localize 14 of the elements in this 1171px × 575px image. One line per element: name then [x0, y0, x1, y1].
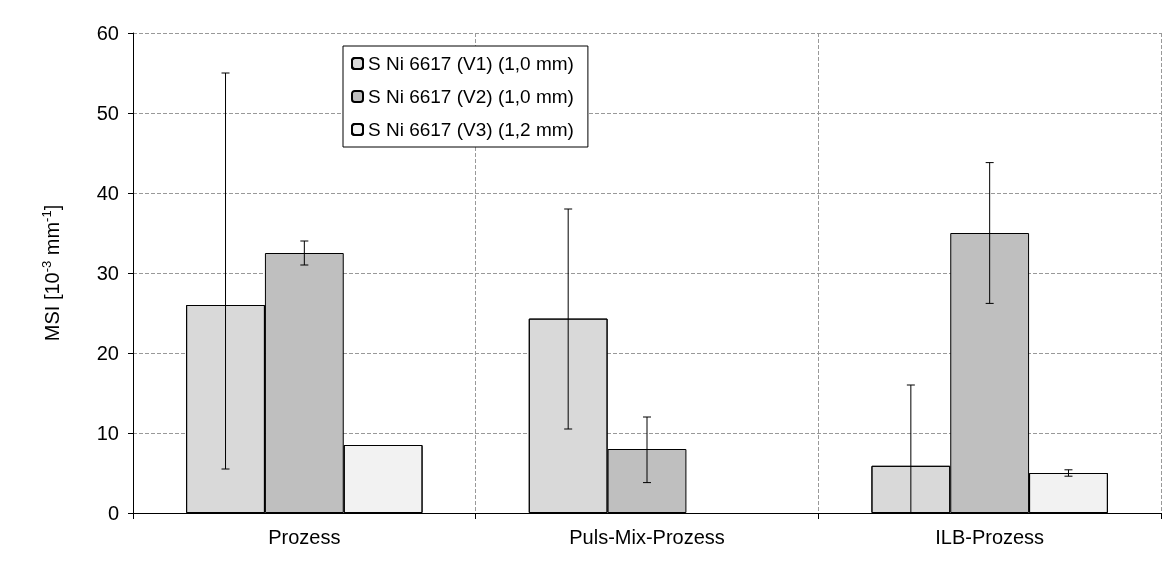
y-tick-label: 30 [96, 262, 119, 284]
y-tick-label: 20 [96, 342, 119, 364]
x-tick-label: ILB-Prozess [935, 526, 1045, 548]
legend-label: S Ni 6617 (V1) (1,0 mm) [368, 53, 574, 74]
y-tick-label: 60 [96, 22, 119, 44]
y-tick-label: 50 [96, 102, 119, 124]
x-tick-label: Prozess [268, 526, 341, 548]
legend-label: S Ni 6617 (V3) (1,2 mm) [368, 119, 574, 140]
y-tick-label: 10 [96, 422, 119, 444]
legend-label: S Ni 6617 (V2) (1,0 mm) [368, 86, 574, 107]
x-tick-label: Puls-Mix-Prozess [569, 526, 725, 548]
y-axis-title: MSI [10-3 mm-1] [39, 204, 63, 342]
y-tick-label: 40 [96, 182, 119, 204]
y-tick-label: 0 [107, 502, 119, 524]
